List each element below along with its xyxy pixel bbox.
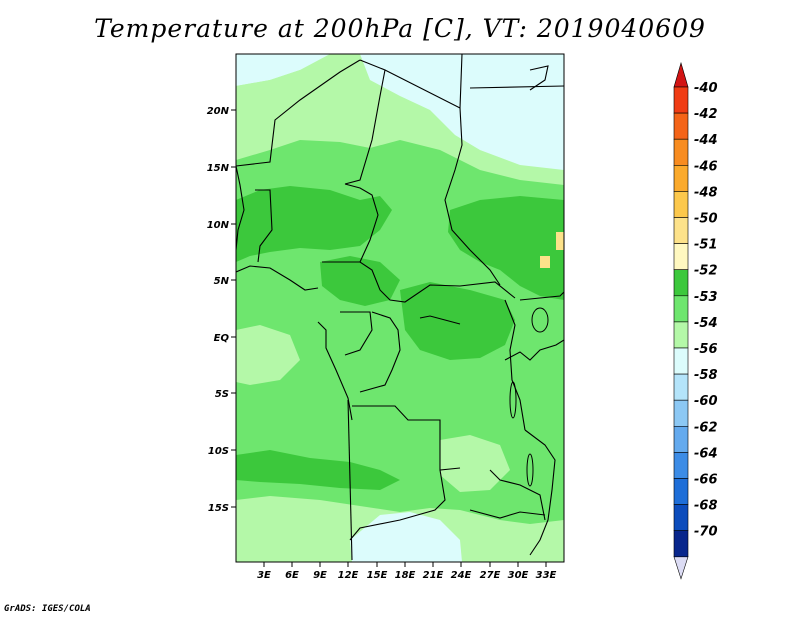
color-legend: -40 -42 -44 -46 -48 -50 -51 -52 -53 -54 -56 -58 -60 -… [673, 61, 718, 580]
legend-label: -70 [694, 525, 718, 540]
legend-swatch [673, 295, 689, 323]
legend-swatch [673, 399, 689, 427]
legend-top-arrow [673, 61, 689, 88]
legend-label: -42 [694, 107, 718, 122]
legend-swatch [673, 112, 689, 140]
legend-label: -52 [694, 264, 718, 279]
country-borders [236, 54, 564, 561]
lon-label: 18E [395, 570, 416, 581]
map-frame [235, 53, 565, 563]
lakes [419, 307, 549, 487]
lon-label: 9E [313, 570, 327, 581]
map-title: Temperature at 200hPa [C], VT: 201904060… [94, 14, 706, 43]
lon-label: 21E [423, 570, 444, 581]
legend-swatch [673, 373, 689, 401]
lon-label: 3E [257, 570, 271, 581]
legend-swatch [673, 165, 689, 192]
legend-swatch [673, 347, 689, 375]
map-fill [236, 54, 564, 562]
grads-credit: GrADS: IGES/COLA [4, 604, 91, 614]
legend-bottom-arrow [673, 556, 689, 580]
axis-ticks [231, 109, 547, 567]
legend-label: -46 [694, 159, 718, 174]
legend-swatch [673, 138, 689, 166]
lat-label: EQ [214, 333, 230, 344]
legend-swatch [673, 478, 689, 505]
legend-swatch [673, 86, 689, 114]
legend-swatch [673, 425, 689, 453]
lat-label: 10S [208, 446, 229, 457]
legend-label: -54 [694, 316, 718, 331]
legend-swatch [673, 191, 689, 218]
legend-label: -68 [694, 499, 718, 514]
legend-label: -50 [694, 212, 718, 227]
legend-label: -40 [694, 81, 718, 96]
latitude-labels: 20N 15N 10N 5N EQ 5S 10S 15S [207, 106, 230, 514]
longitude-labels: 3E 6E 9E 12E 15E 18E 21E 24E 27E 30E 33E [257, 570, 556, 581]
legend-swatch [673, 504, 689, 532]
legend-swatch [673, 452, 689, 479]
legend-swatch [673, 217, 689, 244]
legend-label: -58 [694, 368, 718, 383]
lon-label: 30E [508, 570, 529, 581]
lon-label: 12E [338, 570, 359, 581]
legend-swatch [673, 269, 689, 297]
lat-label: 5S [215, 389, 229, 400]
lat-label: 20N [207, 106, 230, 117]
lon-label: 24E [451, 570, 472, 581]
legend-label: -64 [694, 446, 718, 461]
legend-label: -62 [694, 420, 718, 435]
legend-label: -60 [694, 394, 718, 409]
legend-label: -48 [694, 185, 718, 200]
legend-label: -44 [694, 133, 718, 148]
lat-label: 15S [208, 503, 229, 514]
lat-label: 15N [207, 163, 230, 174]
legend-label: -51 [694, 238, 718, 253]
legend-swatch [673, 530, 689, 558]
lat-label: 5N [214, 276, 230, 287]
lon-label: 6E [285, 570, 299, 581]
legend-label: -53 [694, 290, 718, 305]
lon-label: 27E [480, 570, 501, 581]
lon-label: 15E [367, 570, 388, 581]
lon-label: 33E [536, 570, 557, 581]
legend-label: -56 [694, 342, 718, 357]
legend-label: -66 [694, 473, 718, 488]
legend-swatch [673, 243, 689, 271]
legend-swatch [673, 321, 689, 349]
lat-label: 10N [207, 220, 230, 231]
